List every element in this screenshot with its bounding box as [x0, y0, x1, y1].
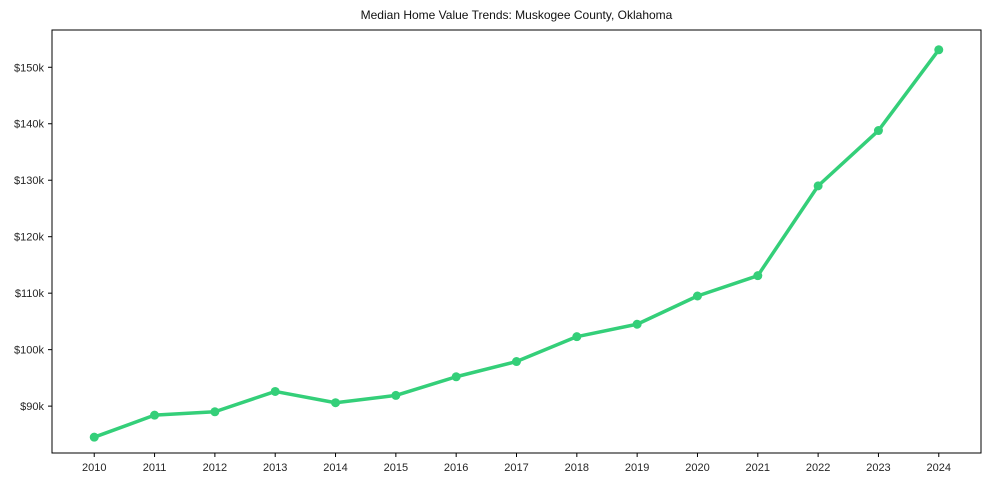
x-axis-tick-label: 2016 [444, 462, 468, 474]
data-point-2018 [572, 332, 582, 342]
x-axis-tick-label: 2022 [806, 462, 830, 474]
data-point-2015 [391, 390, 401, 400]
data-point-2021 [753, 271, 763, 281]
y-axis-tick-label: $90k [20, 401, 44, 413]
y-axis-tick-label: $140k [14, 119, 44, 131]
data-point-2016 [451, 372, 461, 382]
x-axis-tick-label: 2018 [565, 462, 589, 474]
x-axis-tick-label: 2012 [203, 462, 227, 474]
x-axis-tick-label: 2023 [866, 462, 890, 474]
data-point-2022 [813, 181, 823, 191]
x-axis-tick-label: 2024 [927, 462, 951, 474]
data-point-2019 [632, 319, 642, 329]
y-axis-tick-label: $120k [14, 232, 44, 244]
x-axis-tick-label: 2021 [746, 462, 770, 474]
data-point-2023 [873, 126, 883, 136]
data-point-2014 [331, 398, 341, 408]
y-axis-tick-label: $100k [14, 345, 44, 357]
data-point-2011 [150, 410, 160, 420]
plot-border [51, 29, 982, 454]
data-point-2010 [89, 432, 99, 442]
y-axis-tick-label: $150k [14, 62, 44, 74]
data-point-2024 [934, 45, 944, 55]
trend-line [92, 48, 941, 439]
x-axis-tick-label: 2015 [384, 462, 408, 474]
x-axis-tick-label: 2014 [323, 462, 347, 474]
x-axis-tick-label: 2013 [263, 462, 287, 474]
y-axis-tick-label: $130k [14, 175, 44, 187]
x-axis-tick-label: 2019 [625, 462, 649, 474]
x-axis-tick-label: 2017 [504, 462, 528, 474]
data-point-2017 [512, 357, 521, 367]
y-axis-tick-label: $110k [15, 288, 45, 300]
data-point-2020 [692, 291, 702, 301]
data-point-2013 [270, 386, 280, 396]
x-axis-tick-label: 2011 [143, 462, 167, 474]
x-axis-tick-label: 2010 [82, 462, 106, 474]
chart-title: Median Home Value Trends: Muskogee Count… [360, 8, 673, 22]
data-point-2012 [210, 407, 220, 417]
x-axis-tick-label: 2020 [685, 462, 709, 474]
